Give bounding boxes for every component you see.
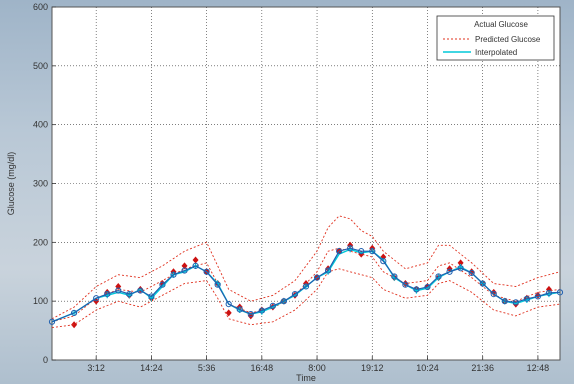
x-tick-label: 19:12 [361,363,384,373]
y-tick-label: 600 [33,2,48,12]
point-actual-glucose [181,262,188,270]
point-model-estimate [457,265,464,272]
point-model-estimate [446,268,453,275]
series-layer [48,215,564,329]
legend: Actual Glucose Predicted Glucose Interpo… [436,15,555,61]
point-model-estimate [302,283,310,290]
point-model-estimate [534,293,542,300]
point-model-estimate [104,291,111,298]
point-model-estimate [214,281,221,288]
point-model-estimate [137,287,144,294]
point-model-estimate [48,318,56,325]
legend-box [436,15,555,61]
legend-entry-predicted: Predicted Glucose [475,35,541,44]
point-actual-glucose [71,321,78,329]
point-model-estimate [358,248,365,255]
y-tick-label: 100 [33,296,48,306]
point-model-estimate [391,273,398,280]
point-model-estimate [545,289,553,297]
y-tick-label: 300 [33,179,48,189]
x-tick-label: 8:00 [308,363,326,373]
point-model-estimate [336,248,343,255]
legend-entry-actual: Actual Glucose [474,20,528,29]
point-model-estimate [324,267,332,274]
point-actual-glucose [225,309,232,317]
y-tick-label: 200 [33,237,48,247]
point-model-estimate [413,286,420,293]
point-model-estimate [424,283,431,291]
series-line-model-estimate [51,247,561,323]
y-tick-label: 500 [33,61,48,71]
point-model-estimate [468,269,475,277]
point-model-estimate [512,299,519,306]
point-model-estimate [93,295,100,302]
point-model-estimate [556,289,564,296]
point-model-estimate [435,273,442,280]
point-model-estimate [490,291,497,298]
point-model-estimate [203,268,210,275]
x-tick-label: 10:24 [416,363,439,373]
point-model-estimate [313,274,321,281]
y-axis-label: Glucose (mg/dl) [6,152,16,216]
point-model-estimate [170,271,177,278]
point-model-estimate [181,267,188,274]
point-model-estimate [192,262,199,269]
point-actual-glucose [490,288,497,296]
x-tick-label: 12:48 [527,363,550,373]
point-model-estimate [269,302,276,309]
x-ticks: 3:12 14:24 5:36 16:48 8:00 19:12 10:24 21:36 12:… [87,356,549,373]
x-axis-label: Time [296,373,316,383]
point-model-estimate [247,311,254,318]
point-model-estimate [380,258,387,265]
point-model-estimate [523,295,530,302]
x-tick-label: 21:36 [471,363,494,373]
x-tick-label: 5:36 [198,363,216,373]
point-model-estimate [159,281,166,288]
x-tick-label: 16:48 [251,363,274,373]
point-model-estimate [402,281,409,288]
series-line-predicted-glucose [51,247,561,323]
point-model-estimate [280,298,288,305]
point-model-estimate [148,293,155,300]
point-model-estimate [347,245,354,252]
point-model-estimate [291,291,299,298]
point-model-estimate [126,291,133,298]
y-tick-label: 400 [33,120,48,130]
legend-entry-interpolated: Interpolated [475,48,517,57]
point-model-estimate [236,306,243,313]
point-model-estimate [479,280,486,287]
point-actual-glucose [457,259,464,267]
x-tick-label: 14:24 [140,363,163,373]
point-actual-glucose [192,256,199,264]
point-model-estimate [258,307,265,314]
y-tick-label: 0 [43,355,48,365]
point-model-estimate [70,309,78,317]
point-model-estimate [501,298,508,305]
point-model-estimate [115,287,122,294]
point-model-estimate [369,248,376,255]
x-tick-label: 3:12 [87,363,105,373]
y-ticks: 0 100 200 300 400 500 600 [33,2,56,365]
point-model-estimate [225,301,232,308]
